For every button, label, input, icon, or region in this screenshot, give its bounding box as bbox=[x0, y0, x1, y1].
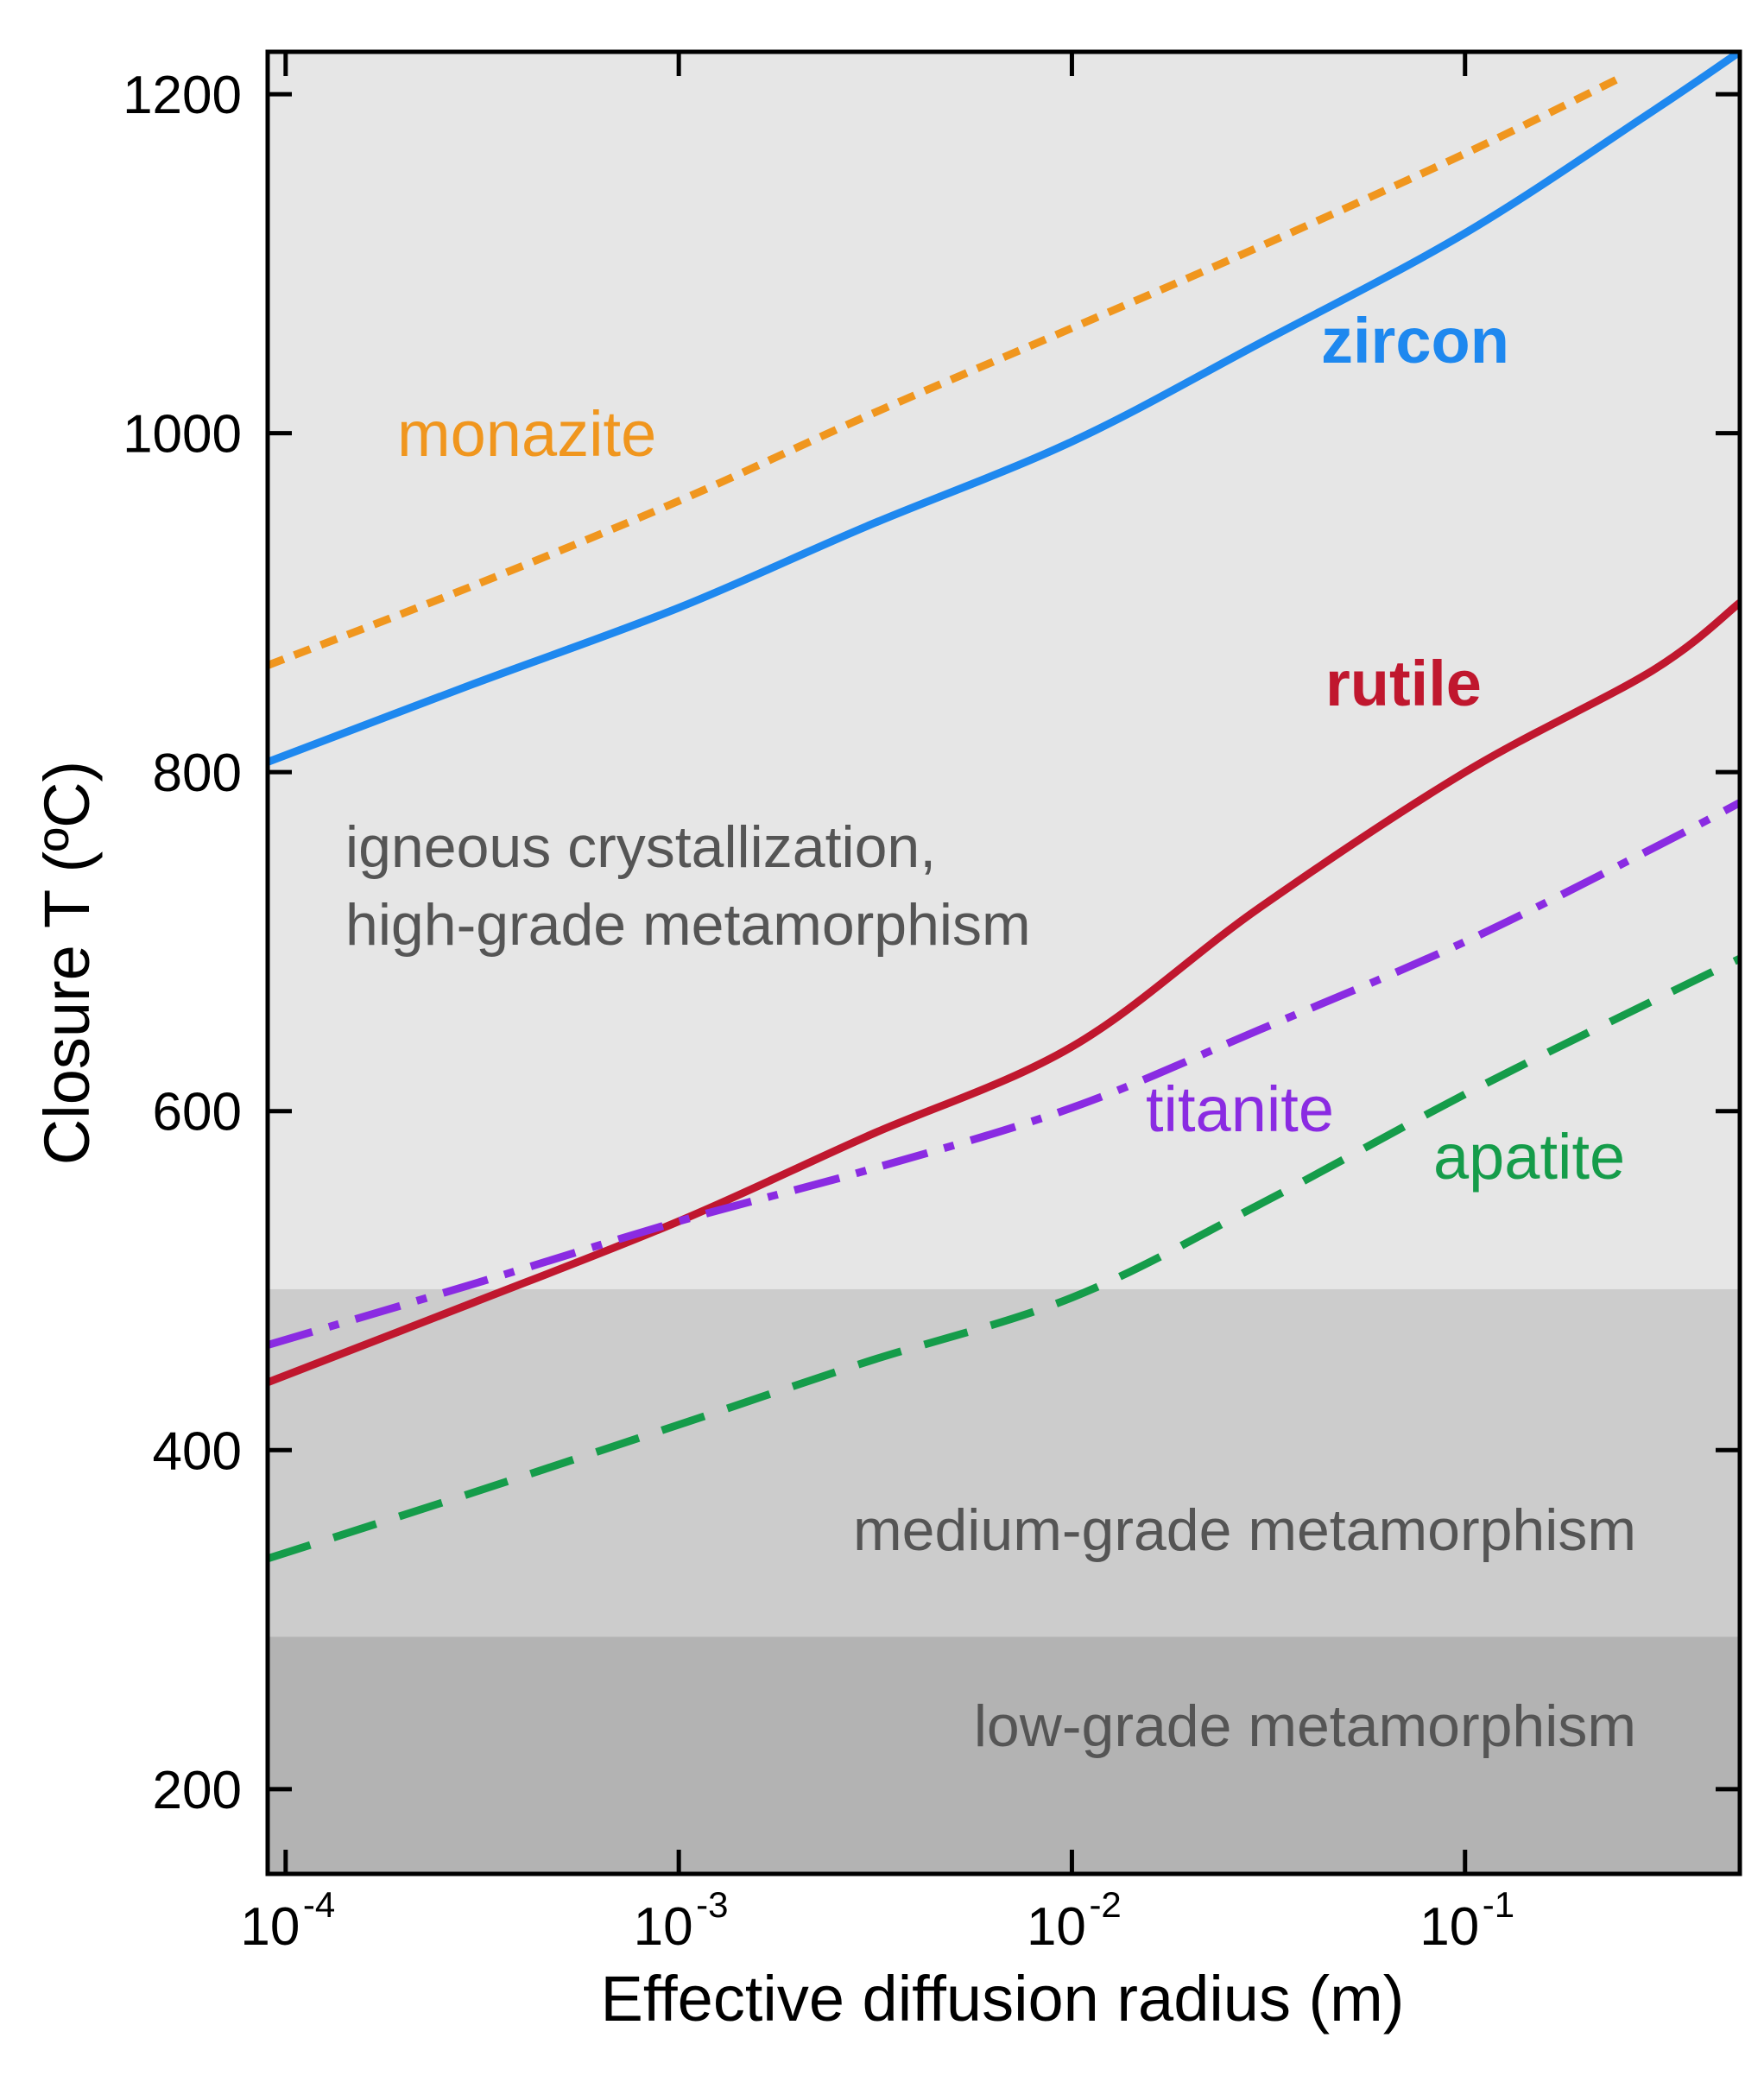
series-line-titanite bbox=[268, 799, 1740, 1349]
zones-layer bbox=[268, 52, 1740, 1874]
zone-igneous bbox=[268, 52, 1740, 1289]
series-lines bbox=[268, 52, 1740, 1563]
y-tick-label: 400 bbox=[153, 1421, 242, 1481]
zone-label-medium: medium-grade metamorphism bbox=[853, 1497, 1636, 1563]
y-tick-label: 1200 bbox=[123, 66, 242, 125]
series-line-zircon bbox=[268, 52, 1740, 766]
series-label-monazite: monazite bbox=[397, 398, 656, 470]
zone-label-igneous-line-1: igneous crystallization, bbox=[345, 814, 936, 880]
zone-medium bbox=[268, 1288, 1740, 1637]
series-label-zircon: zircon bbox=[1321, 305, 1509, 377]
y-tick-label: 1000 bbox=[123, 405, 242, 465]
series-line-rutile bbox=[268, 599, 1740, 1386]
x-tick-label: 10 bbox=[1027, 1897, 1086, 1957]
plot-frame bbox=[265, 49, 1742, 1876]
zone-label-igneous-line-2: high-grade metamorphism bbox=[345, 892, 1031, 958]
x-axis-title: Effective diffusion radius (m) bbox=[601, 1963, 1405, 2035]
series-label-rutile: rutile bbox=[1325, 648, 1482, 719]
x-tick-exponent: -4 bbox=[303, 1884, 335, 1925]
zone-label-igneous: igneous crystallization, high-grade meta… bbox=[345, 814, 1031, 958]
zone-low bbox=[268, 1636, 1740, 1874]
y-tick-label: 600 bbox=[153, 1083, 242, 1142]
series-label-titanite: titanite bbox=[1146, 1073, 1334, 1145]
series-line-monazite bbox=[268, 73, 1623, 669]
zone-label-low: low-grade metamorphism bbox=[974, 1693, 1636, 1759]
x-tick-label: 10 bbox=[240, 1897, 300, 1957]
x-tick-exponent: -1 bbox=[1483, 1884, 1514, 1925]
x-tick-exponent: -2 bbox=[1089, 1884, 1121, 1925]
series-line-apatite bbox=[268, 955, 1740, 1563]
x-tick-exponent: -3 bbox=[696, 1884, 728, 1925]
y-axis-title: Closure T (ºC) bbox=[31, 761, 103, 1165]
x-tick-label: 10 bbox=[1419, 1897, 1479, 1957]
y-tick-label: 200 bbox=[153, 1761, 242, 1820]
series-label-apatite: apatite bbox=[1433, 1121, 1625, 1193]
y-tick-label: 800 bbox=[153, 744, 242, 803]
x-tick-label: 10 bbox=[634, 1897, 693, 1957]
